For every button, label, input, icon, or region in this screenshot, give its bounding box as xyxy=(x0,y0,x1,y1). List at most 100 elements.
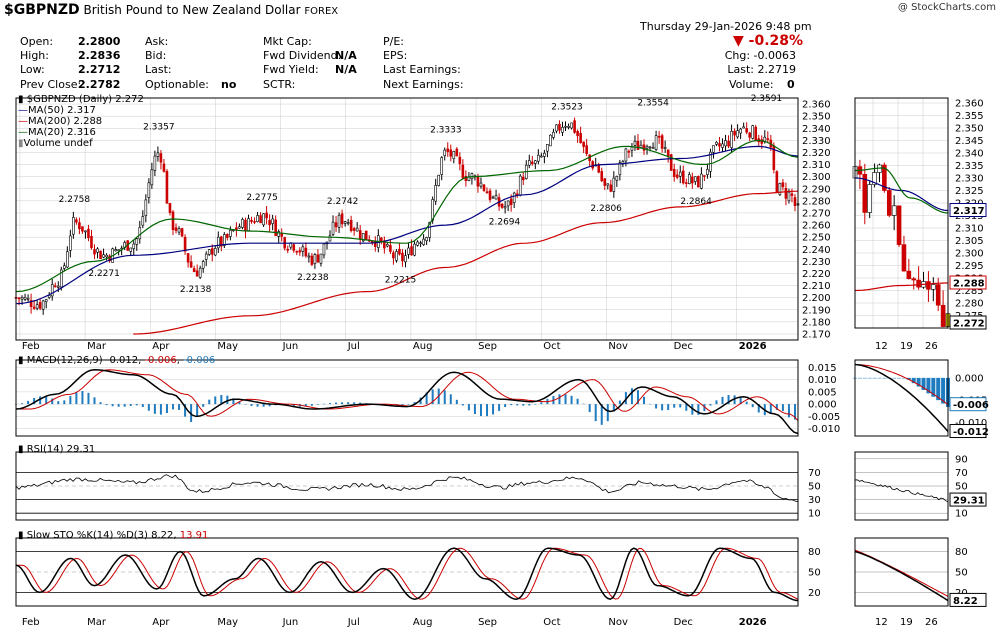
price-annotation: 2.3523 xyxy=(551,102,583,112)
open-label: Open: xyxy=(20,35,54,48)
candle-down xyxy=(81,226,84,232)
legend-ma200-label: MA(200) 2.288 xyxy=(28,116,103,127)
candle-up xyxy=(549,134,552,147)
inset-price-tick: 2.350 xyxy=(955,124,984,135)
candle-up xyxy=(331,221,335,235)
candle-up xyxy=(606,183,610,186)
candle-down xyxy=(684,182,688,184)
macd-hist-bar xyxy=(697,404,700,415)
candle-up xyxy=(537,154,540,162)
candle-up xyxy=(561,127,564,133)
legend-ma20: —MA(20) 2.316 xyxy=(18,127,144,138)
candle-up xyxy=(491,196,495,199)
month-label: 2026 xyxy=(739,341,767,352)
candle-icon: ▮ xyxy=(18,94,24,105)
macd-hist-bar xyxy=(721,396,724,405)
inset-x-label: 12 xyxy=(875,341,888,352)
inset-macd-hist-bar xyxy=(872,377,877,379)
candle-down xyxy=(53,285,57,288)
candle-down xyxy=(274,219,277,236)
inset-macd-hist-bar xyxy=(882,377,887,379)
candle-down xyxy=(38,302,42,309)
fwd-yield-value: N/A xyxy=(335,63,357,76)
candle-down xyxy=(220,236,223,247)
macd-icon: ▮ xyxy=(18,355,24,366)
chg-value: Chg: -0.0063 xyxy=(724,49,796,62)
inset-rsi-marker: 29.31 xyxy=(953,496,985,507)
price-annotation: 2.2775 xyxy=(246,193,278,203)
inset-price-tick: 2.285 xyxy=(955,286,984,297)
rsi-tick-label: 10 xyxy=(808,509,821,520)
inset-price-tick: 2.340 xyxy=(955,149,984,160)
candle-down xyxy=(449,149,453,157)
candle-up xyxy=(706,169,709,175)
volume-swatch-icon: ▮ xyxy=(18,138,24,149)
high-label: High: xyxy=(20,49,49,62)
inset-candle-down xyxy=(916,279,921,288)
inset-ma20-line xyxy=(855,167,948,214)
candle-up xyxy=(546,144,549,152)
candle-up xyxy=(156,152,160,157)
candle-up xyxy=(694,176,697,182)
candle-down xyxy=(32,306,36,309)
inset-x-label-bottom: 26 xyxy=(925,617,938,628)
macd-tick-label: -0.010 xyxy=(808,424,840,435)
inset-rsi-tick: 10 xyxy=(955,509,968,520)
candle-up xyxy=(177,228,181,233)
macd-hist-bar xyxy=(244,404,247,405)
candle-up xyxy=(419,242,422,245)
macd-hist-bar xyxy=(564,394,567,405)
price-annotation: 2.2758 xyxy=(59,195,91,205)
macd-hist-bar xyxy=(606,404,609,422)
candle-down xyxy=(455,148,459,157)
candle-up xyxy=(241,219,244,228)
candle-up xyxy=(428,222,431,238)
inset-macd-hist-bar xyxy=(916,377,921,387)
macd-hist-bar xyxy=(21,403,24,405)
macd-hist-bar xyxy=(232,398,235,405)
macd-hist-bar xyxy=(153,404,156,414)
candle-down xyxy=(657,135,661,138)
inset-ma200-marker-box xyxy=(949,275,987,290)
candle-down xyxy=(259,215,262,224)
inset-price-tick: 2.335 xyxy=(955,161,984,172)
candle-up xyxy=(201,261,205,269)
macd-hist-bar xyxy=(600,404,603,425)
inset-macd-hist-bar xyxy=(877,377,882,379)
candle-up xyxy=(618,162,622,176)
macd-hist-bar xyxy=(522,404,525,406)
sto-d-line xyxy=(16,547,799,600)
candle-down xyxy=(90,236,93,249)
month-label-bottom: 2026 xyxy=(739,617,767,628)
inset-macd-hist-bar xyxy=(906,377,911,380)
macd-hist-bar xyxy=(407,404,410,405)
sto-tick-label: 20 xyxy=(808,588,821,599)
macd-hist-bar xyxy=(238,401,241,405)
candle-up xyxy=(105,254,108,258)
month-label-bottom: Apr xyxy=(152,617,170,628)
ma200-line xyxy=(133,190,799,335)
price-tick-label: 2.250 xyxy=(802,233,831,244)
price-tick-label: 2.260 xyxy=(802,221,831,232)
candle-up xyxy=(512,192,516,203)
macd-hist-bar xyxy=(51,398,54,405)
macd-hist-bar xyxy=(582,403,585,405)
candle-up xyxy=(72,217,75,235)
candle-up xyxy=(555,124,558,132)
sctr-label: SCTR: xyxy=(263,78,296,91)
candle-up xyxy=(277,231,280,237)
candle-down xyxy=(389,245,392,252)
macd-hist-bar xyxy=(467,404,470,411)
inset-macd-hist-bar xyxy=(897,377,902,379)
inset-candle-down xyxy=(901,244,907,272)
rsi-tick-label: 50 xyxy=(808,482,821,493)
candle-up xyxy=(35,304,39,309)
candle-down xyxy=(703,175,706,177)
volume-label: Volume: xyxy=(729,78,774,91)
inset-candle-down xyxy=(926,281,931,290)
price-annotation: 2.2806 xyxy=(590,204,622,214)
candle-down xyxy=(521,176,525,181)
optionable-label: Optionable: xyxy=(145,78,209,91)
candle-down xyxy=(292,244,296,251)
candle-up xyxy=(114,249,117,252)
